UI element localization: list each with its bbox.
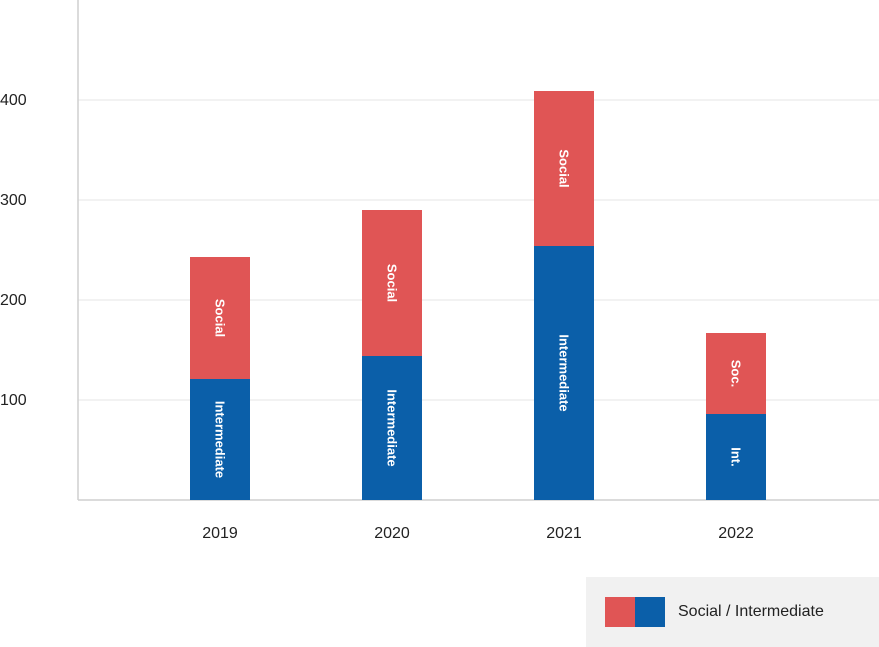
bar-social-2019 (190, 257, 250, 379)
bar-intermediate-2022 (706, 414, 766, 500)
y-tick-label: 300 (0, 192, 27, 209)
bar-label-social-2021: Social (557, 149, 572, 187)
y-tick-label: 200 (0, 292, 27, 309)
y-tick-label: 100 (0, 392, 27, 409)
bar-label-intermediate-2019: Intermediate (213, 401, 228, 478)
legend-swatch (605, 597, 665, 627)
x-tick-label: 2020 (374, 525, 410, 542)
bar-intermediate-2021 (534, 246, 594, 500)
bar-intermediate-2019 (190, 379, 250, 500)
x-tick-label: 2019 (202, 525, 238, 542)
legend-label: Social / Intermediate (678, 603, 824, 620)
labels: 100 200 300 400 Intermediate Social 2019 Interm… (0, 92, 754, 542)
x-tick-label: 2021 (546, 525, 582, 542)
bar-intermediate-2020 (362, 356, 422, 500)
bar-label-intermediate-2020: Intermediate (385, 389, 400, 466)
bar-label-intermediate-2022: Int. (729, 447, 744, 467)
bar-label-social-2019: Social (213, 299, 228, 337)
x-tick-label: 2022 (718, 525, 754, 542)
legend-swatch-intermediate (635, 597, 665, 627)
bar-label-social-2020: Social (385, 264, 400, 302)
bar-label-intermediate-2021: Intermediate (557, 334, 572, 411)
bars (190, 91, 766, 500)
bar-social-2022 (706, 333, 766, 414)
bar-social-2020 (362, 210, 422, 356)
y-tick-label: 400 (0, 92, 27, 109)
legend-swatch-social (605, 597, 635, 627)
bar-social-2021 (534, 91, 594, 246)
bar-label-social-2022: Soc. (729, 360, 744, 387)
legend: Social / Intermediate (586, 577, 879, 647)
